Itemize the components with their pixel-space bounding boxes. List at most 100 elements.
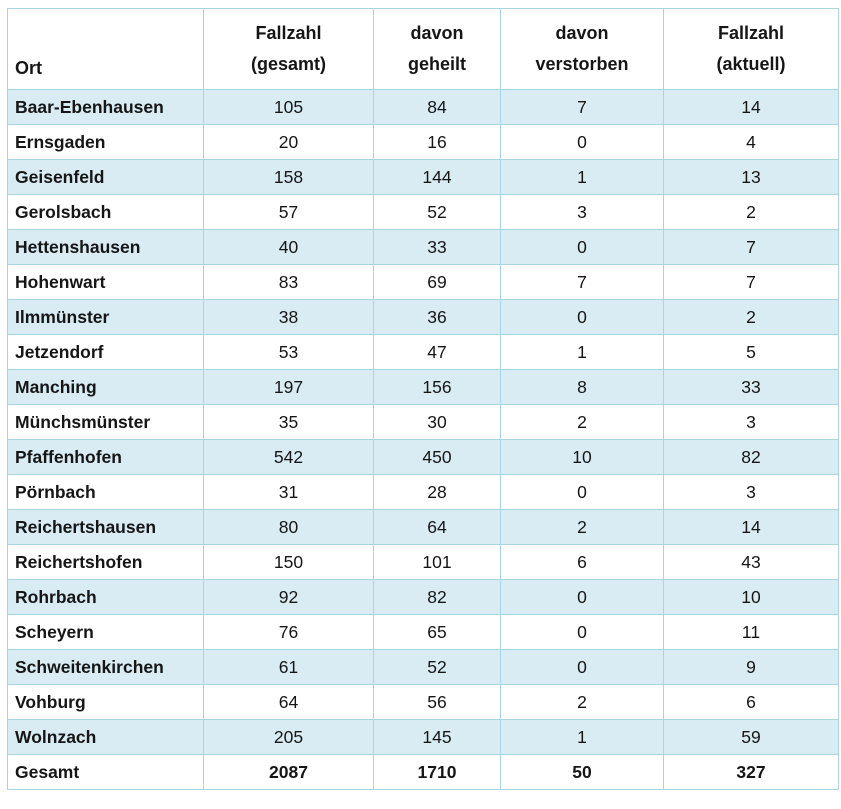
geheilt-value-cell: 56 <box>373 684 501 720</box>
geheilt-value-cell: 65 <box>373 614 501 650</box>
table-row: Hohenwart 83 69 7 7 <box>7 264 839 300</box>
gesamt-value-cell: 197 <box>203 369 374 405</box>
verstorben-value-cell: 2 <box>500 404 664 440</box>
geheilt-value-cell: 69 <box>373 264 501 300</box>
gesamt-value-cell: 57 <box>203 194 374 230</box>
aktuell-value-cell: 13 <box>663 159 839 195</box>
totals-geheilt-cell: 1710 <box>373 754 501 790</box>
ort-cell: Wolnzach <box>7 719 204 755</box>
gesamt-value-cell: 38 <box>203 299 374 335</box>
ort-cell: Hettenshausen <box>7 229 204 265</box>
aktuell-value-cell: 43 <box>663 544 839 580</box>
aktuell-value-cell: 7 <box>663 264 839 300</box>
gesamt-value-cell: 205 <box>203 719 374 755</box>
table-body: Baar-Ebenhausen 105 84 7 14 Ernsgaden 20 16 0 4 Ge… <box>7 89 839 790</box>
gesamt-value-cell: 31 <box>203 474 374 510</box>
gesamt-value-cell: 80 <box>203 509 374 545</box>
ort-cell: Pfaffenhofen <box>7 439 204 475</box>
aktuell-value-cell: 5 <box>663 334 839 370</box>
table-row: Ilmmünster 38 36 0 2 <box>7 299 839 335</box>
table-row: Scheyern 76 65 0 11 <box>7 614 839 650</box>
aktuell-value-cell: 14 <box>663 89 839 125</box>
column-header-ort: Ort <box>7 8 204 90</box>
geheilt-value-cell: 52 <box>373 194 501 230</box>
gesamt-value-cell: 53 <box>203 334 374 370</box>
aktuell-value-cell: 11 <box>663 614 839 650</box>
gesamt-value-cell: 35 <box>203 404 374 440</box>
table-row: Reichertshofen 150 101 6 43 <box>7 544 839 580</box>
gesamt-value-cell: 150 <box>203 544 374 580</box>
column-header-verstorben: davon verstorben <box>500 8 664 90</box>
table-row: Gerolsbach 57 52 3 2 <box>7 194 839 230</box>
table-row: Pfaffenhofen 542 450 10 82 <box>7 439 839 475</box>
column-header-line: Ort <box>15 58 42 78</box>
ort-cell: Vohburg <box>7 684 204 720</box>
table-row: Schweitenkirchen 61 52 0 9 <box>7 649 839 685</box>
verstorben-value-cell: 0 <box>500 649 664 685</box>
geheilt-value-cell: 28 <box>373 474 501 510</box>
geheilt-value-cell: 33 <box>373 229 501 265</box>
aktuell-value-cell: 6 <box>663 684 839 720</box>
geheilt-value-cell: 52 <box>373 649 501 685</box>
ort-cell: Pörnbach <box>7 474 204 510</box>
geheilt-value-cell: 101 <box>373 544 501 580</box>
ort-cell: Reichertshofen <box>7 544 204 580</box>
gesamt-value-cell: 61 <box>203 649 374 685</box>
aktuell-value-cell: 82 <box>663 439 839 475</box>
aktuell-value-cell: 7 <box>663 229 839 265</box>
ort-cell: Geisenfeld <box>7 159 204 195</box>
geheilt-value-cell: 144 <box>373 159 501 195</box>
table-row: Baar-Ebenhausen 105 84 7 14 <box>7 89 839 125</box>
table-row: Münchsmünster 35 30 2 3 <box>7 404 839 440</box>
aktuell-value-cell: 33 <box>663 369 839 405</box>
ort-cell: Reichertshausen <box>7 509 204 545</box>
verstorben-value-cell: 0 <box>500 474 664 510</box>
gesamt-value-cell: 542 <box>203 439 374 475</box>
verstorben-value-cell: 7 <box>500 89 664 125</box>
aktuell-value-cell: 3 <box>663 404 839 440</box>
column-header-line: davon <box>555 23 609 43</box>
ort-cell: Rohrbach <box>7 579 204 615</box>
verstorben-value-cell: 2 <box>500 684 664 720</box>
table-row: Ernsgaden 20 16 0 4 <box>7 124 839 160</box>
gesamt-value-cell: 20 <box>203 124 374 160</box>
gesamt-value-cell: 83 <box>203 264 374 300</box>
table-row: Reichertshausen 80 64 2 14 <box>7 509 839 545</box>
geheilt-value-cell: 64 <box>373 509 501 545</box>
table-header: Ort Fallzahl (gesamt) davon geheilt davon vers… <box>7 8 839 90</box>
ort-cell: Scheyern <box>7 614 204 650</box>
column-header-line: geheilt <box>407 54 466 74</box>
geheilt-value-cell: 36 <box>373 299 501 335</box>
geheilt-value-cell: 145 <box>373 719 501 755</box>
column-header-line: Fallzahl <box>717 23 784 43</box>
column-header-line: (aktuell) <box>716 54 786 74</box>
geheilt-value-cell: 84 <box>373 89 501 125</box>
totals-aktuell-cell: 327 <box>663 754 839 790</box>
verstorben-value-cell: 2 <box>500 509 664 545</box>
column-header-line: verstorben <box>535 54 629 74</box>
table-row: Wolnzach 205 145 1 59 <box>7 719 839 755</box>
totals-label-cell: Gesamt <box>7 754 204 790</box>
geheilt-value-cell: 47 <box>373 334 501 370</box>
table-row: Vohburg 64 56 2 6 <box>7 684 839 720</box>
verstorben-value-cell: 7 <box>500 264 664 300</box>
geheilt-value-cell: 30 <box>373 404 501 440</box>
verstorben-value-cell: 3 <box>500 194 664 230</box>
aktuell-value-cell: 10 <box>663 579 839 615</box>
gesamt-value-cell: 92 <box>203 579 374 615</box>
geheilt-value-cell: 450 <box>373 439 501 475</box>
aktuell-value-cell: 59 <box>663 719 839 755</box>
ort-cell: Gerolsbach <box>7 194 204 230</box>
verstorben-value-cell: 0 <box>500 229 664 265</box>
column-header-line: (gesamt) <box>250 54 326 74</box>
header-row: Ort Fallzahl (gesamt) davon geheilt davon vers… <box>7 8 839 90</box>
totals-gesamt-cell: 2087 <box>203 754 374 790</box>
aktuell-value-cell: 3 <box>663 474 839 510</box>
verstorben-value-cell: 6 <box>500 544 664 580</box>
gesamt-value-cell: 76 <box>203 614 374 650</box>
geheilt-value-cell: 82 <box>373 579 501 615</box>
table-row: Manching 197 156 8 33 <box>7 369 839 405</box>
aktuell-value-cell: 14 <box>663 509 839 545</box>
ort-cell: Manching <box>7 369 204 405</box>
ort-cell: Ernsgaden <box>7 124 204 160</box>
